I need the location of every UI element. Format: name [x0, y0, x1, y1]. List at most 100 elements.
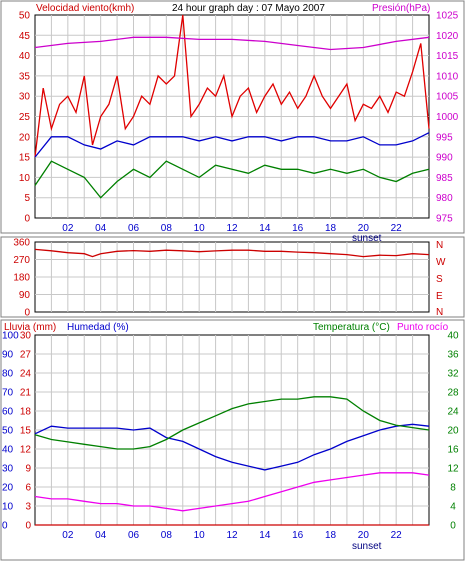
sunset-label-bottom: sunset	[352, 541, 382, 552]
tick-humidity-100: 100	[2, 331, 19, 342]
tick-rain-15: 15	[20, 426, 32, 437]
xtick-bottom-14: 14	[259, 530, 271, 541]
dir-label-n-bottom: N	[436, 307, 443, 318]
xtick-top-02: 02	[62, 223, 74, 234]
tick-rain-27: 27	[20, 350, 32, 361]
tick-dir-90: 90	[19, 290, 31, 301]
tick-wind-30: 30	[19, 92, 31, 103]
tick-humidity-40: 40	[2, 445, 14, 456]
tick-temp-24: 24	[447, 407, 459, 418]
series-humidity	[34, 423, 430, 471]
tick-dir-180: 180	[13, 273, 30, 284]
tick-temp-32: 32	[447, 369, 459, 380]
tick-wind-45: 45	[19, 31, 31, 42]
series-wind-min	[34, 160, 430, 199]
tick-humidity-50: 50	[2, 426, 14, 437]
label-rain: Lluvia (mm)	[4, 322, 56, 333]
tick-pressure-1015: 1015	[436, 51, 459, 62]
xtick-top-06: 06	[128, 223, 140, 234]
xtick-bottom-10: 10	[194, 530, 206, 541]
tick-temp-20: 20	[447, 426, 459, 437]
tick-humidity-60: 60	[2, 407, 14, 418]
xtick-top-18: 18	[325, 223, 337, 234]
tick-pressure-1025: 1025	[436, 11, 459, 22]
label-dewpoint: Punto rocío	[397, 322, 449, 333]
xtick-top-16: 16	[292, 223, 304, 234]
tick-humidity-80: 80	[2, 369, 14, 380]
top-title-right: Presión(hPa)	[372, 3, 430, 14]
tick-pressure-985: 985	[436, 173, 453, 184]
dir-label-s: S	[436, 274, 443, 285]
series-wind-direction	[34, 248, 430, 258]
mid-panel-frame	[0, 236, 465, 318]
tick-rain-6: 6	[25, 483, 31, 494]
tick-rain-9: 9	[25, 464, 31, 475]
tick-rain-24: 24	[20, 369, 32, 380]
tick-humidity-10: 10	[2, 502, 14, 513]
tick-dir-270: 270	[13, 255, 30, 266]
tick-rain-12: 12	[20, 445, 32, 456]
tick-wind-15: 15	[19, 153, 31, 164]
tick-wind-35: 35	[19, 71, 31, 82]
label-humidity: Humedad (%)	[67, 322, 129, 333]
tick-temp-4: 4	[450, 502, 456, 513]
xtick-top-22: 22	[391, 223, 403, 234]
tick-pressure-990: 990	[436, 153, 453, 164]
tick-temp-16: 16	[447, 445, 459, 456]
tick-rain-3: 3	[25, 502, 31, 513]
xtick-bottom-22: 22	[391, 530, 403, 541]
xtick-bottom-18: 18	[325, 530, 337, 541]
tick-pressure-1010: 1010	[436, 71, 459, 82]
series-wind-speed	[34, 14, 430, 158]
tick-wind-50: 50	[19, 11, 31, 22]
bottom-panel-frame	[0, 319, 465, 561]
tick-humidity-20: 20	[2, 483, 14, 494]
top-panel-frame	[0, 0, 465, 234]
series-wind-avg	[34, 132, 430, 158]
tick-wind-0: 0	[24, 214, 30, 225]
dir-label-w: W	[436, 257, 446, 268]
tick-pressure-980: 980	[436, 193, 453, 204]
xtick-top-12: 12	[226, 223, 238, 234]
tick-rain-18: 18	[20, 407, 32, 418]
tick-pressure-995: 995	[436, 132, 453, 143]
tick-rain-21: 21	[20, 388, 32, 399]
xtick-top-10: 10	[194, 223, 206, 234]
series-dewpoint	[34, 472, 430, 512]
tick-humidity-0: 0	[2, 521, 8, 532]
xtick-top-20: 20	[358, 223, 370, 234]
sunset-label-top: sunset	[352, 233, 382, 244]
tick-pressure-1005: 1005	[436, 92, 459, 103]
tick-pressure-1000: 1000	[436, 112, 459, 123]
dir-label-n-top: N	[436, 240, 443, 251]
xtick-bottom-12: 12	[226, 530, 238, 541]
tick-wind-40: 40	[19, 51, 31, 62]
xtick-bottom-20: 20	[358, 530, 370, 541]
tick-pressure-1020: 1020	[436, 31, 459, 42]
tick-wind-25: 25	[19, 112, 31, 123]
tick-humidity-30: 30	[2, 464, 14, 475]
xtick-bottom-02: 02	[62, 530, 74, 541]
tick-wind-5: 5	[24, 193, 30, 204]
xtick-bottom-08: 08	[161, 530, 173, 541]
series-pressure	[34, 36, 430, 51]
tick-temp-8: 8	[450, 483, 456, 494]
tick-dir-0: 0	[24, 308, 30, 319]
tick-pressure-975: 975	[436, 214, 453, 225]
series-temperature	[34, 396, 430, 450]
tick-dir-360: 360	[13, 238, 30, 249]
top-title-center: 24 hour graph day : 07 Mayo 2007	[172, 3, 325, 14]
tick-temp-40: 40	[447, 331, 459, 342]
tick-temp-36: 36	[447, 350, 459, 361]
tick-temp-0: 0	[450, 521, 456, 532]
tick-humidity-70: 70	[2, 388, 14, 399]
xtick-bottom-16: 16	[292, 530, 304, 541]
xtick-top-08: 08	[161, 223, 173, 234]
tick-temp-28: 28	[447, 388, 459, 399]
top-title-left: Velocidad viento(kmh)	[36, 3, 134, 14]
tick-humidity-90: 90	[2, 350, 14, 361]
label-temperature: Temperatura (°C)	[313, 322, 390, 333]
tick-wind-10: 10	[19, 173, 31, 184]
